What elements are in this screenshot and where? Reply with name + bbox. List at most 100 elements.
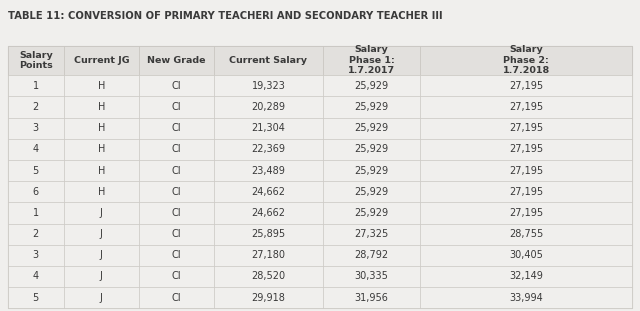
Bar: [420, 75, 632, 96]
Bar: [214, 224, 323, 245]
Bar: [139, 96, 214, 118]
Text: 31,956: 31,956: [355, 293, 388, 303]
Bar: [139, 45, 214, 75]
Text: Salary
Points: Salary Points: [19, 51, 52, 70]
Text: 3: 3: [33, 250, 39, 260]
Text: 25,929: 25,929: [355, 81, 388, 91]
Bar: [214, 45, 323, 75]
Text: J: J: [100, 293, 103, 303]
Bar: [8, 45, 64, 75]
Text: J: J: [100, 272, 103, 281]
Text: CI: CI: [172, 293, 181, 303]
Bar: [323, 224, 420, 245]
Text: CI: CI: [172, 272, 181, 281]
Text: 27,325: 27,325: [355, 229, 388, 239]
Text: 27,195: 27,195: [509, 144, 543, 154]
Bar: [8, 139, 64, 160]
Text: CI: CI: [172, 208, 181, 218]
Bar: [8, 287, 64, 308]
Text: H: H: [98, 102, 105, 112]
Bar: [420, 118, 632, 139]
Bar: [323, 245, 420, 266]
Bar: [64, 266, 139, 287]
Text: 27,195: 27,195: [509, 165, 543, 175]
Text: Salary
Phase 1:
1.7.2017: Salary Phase 1: 1.7.2017: [348, 45, 395, 75]
Text: H: H: [98, 144, 105, 154]
Text: 20,289: 20,289: [252, 102, 285, 112]
Bar: [214, 160, 323, 181]
Text: CI: CI: [172, 144, 181, 154]
Text: 27,195: 27,195: [509, 208, 543, 218]
Text: CI: CI: [172, 250, 181, 260]
Bar: [139, 118, 214, 139]
Text: 25,929: 25,929: [355, 123, 388, 133]
Text: J: J: [100, 208, 103, 218]
Text: New Grade: New Grade: [147, 56, 205, 65]
Bar: [139, 224, 214, 245]
Text: CI: CI: [172, 102, 181, 112]
Text: 19,323: 19,323: [252, 81, 285, 91]
Bar: [8, 202, 64, 224]
Bar: [214, 75, 323, 96]
Bar: [323, 266, 420, 287]
Text: 28,755: 28,755: [509, 229, 543, 239]
Bar: [420, 181, 632, 202]
Text: 27,195: 27,195: [509, 81, 543, 91]
Bar: [323, 75, 420, 96]
Bar: [139, 160, 214, 181]
Bar: [214, 96, 323, 118]
Bar: [139, 75, 214, 96]
Bar: [323, 45, 420, 75]
Bar: [323, 118, 420, 139]
Bar: [139, 287, 214, 308]
Text: 5: 5: [33, 293, 39, 303]
Text: 5: 5: [33, 165, 39, 175]
Text: 24,662: 24,662: [252, 208, 285, 218]
Bar: [420, 287, 632, 308]
Text: J: J: [100, 250, 103, 260]
Text: 28,520: 28,520: [252, 272, 285, 281]
Bar: [214, 266, 323, 287]
Bar: [64, 160, 139, 181]
Text: 32,149: 32,149: [509, 272, 543, 281]
Bar: [8, 96, 64, 118]
Bar: [8, 75, 64, 96]
Text: 25,929: 25,929: [355, 144, 388, 154]
Bar: [323, 202, 420, 224]
Text: 2: 2: [33, 229, 39, 239]
Bar: [420, 160, 632, 181]
Bar: [64, 75, 139, 96]
Bar: [139, 266, 214, 287]
Text: 25,929: 25,929: [355, 102, 388, 112]
Bar: [64, 181, 139, 202]
Text: H: H: [98, 81, 105, 91]
Bar: [64, 45, 139, 75]
Bar: [64, 245, 139, 266]
Bar: [214, 139, 323, 160]
Text: 25,895: 25,895: [252, 229, 285, 239]
Text: Salary
Phase 2:
1.7.2018: Salary Phase 2: 1.7.2018: [502, 45, 550, 75]
Bar: [139, 202, 214, 224]
Bar: [214, 181, 323, 202]
Bar: [420, 96, 632, 118]
Text: TABLE 11: CONVERSION OF PRIMARY TEACHERI AND SECONDARY TEACHER III: TABLE 11: CONVERSION OF PRIMARY TEACHERI…: [8, 11, 442, 21]
Text: 22,369: 22,369: [252, 144, 285, 154]
Bar: [420, 202, 632, 224]
Bar: [64, 118, 139, 139]
Bar: [64, 202, 139, 224]
Bar: [214, 202, 323, 224]
Bar: [323, 181, 420, 202]
Bar: [323, 287, 420, 308]
Text: 4: 4: [33, 144, 39, 154]
Text: Current JG: Current JG: [74, 56, 129, 65]
Bar: [214, 245, 323, 266]
Bar: [8, 181, 64, 202]
Bar: [323, 96, 420, 118]
Text: 30,335: 30,335: [355, 272, 388, 281]
Text: 6: 6: [33, 187, 39, 197]
Text: Current Salary: Current Salary: [230, 56, 307, 65]
Text: 1: 1: [33, 208, 39, 218]
Text: 4: 4: [33, 272, 39, 281]
Bar: [323, 160, 420, 181]
Text: 25,929: 25,929: [355, 165, 388, 175]
